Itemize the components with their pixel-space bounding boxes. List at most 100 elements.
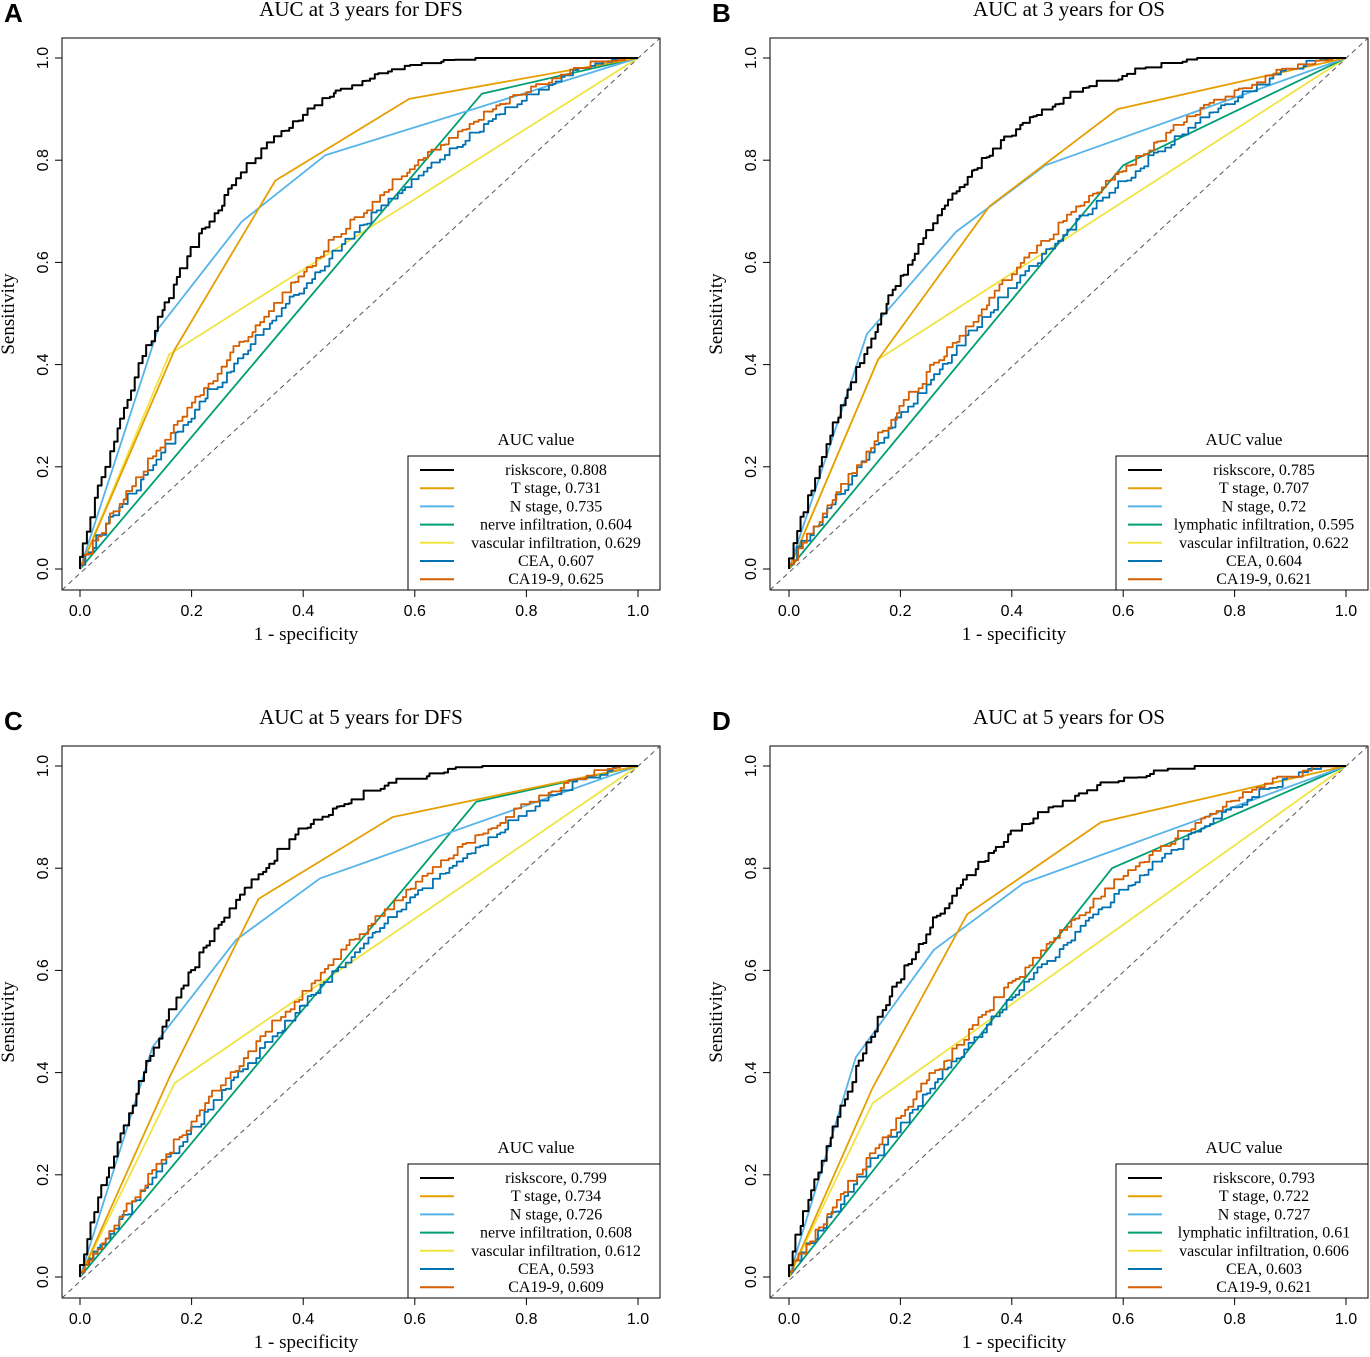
legend-entry: nerve infiltration, 0.608 [480, 1225, 632, 1242]
legend-entry: CA19-9, 0.625 [508, 571, 604, 588]
series-cea [79, 765, 638, 1277]
x-tick-label: 0.2 [889, 603, 911, 620]
series-riskscore [79, 765, 638, 1277]
y-tick-label: 0.8 [35, 149, 52, 171]
y-tick-label: 0.2 [35, 1164, 52, 1186]
chart-title: AUC at 5 years for DFS [259, 705, 463, 729]
x-tick-label: 0.8 [515, 1311, 537, 1328]
x-tick-label: 0.6 [1112, 603, 1134, 620]
legend-box [407, 455, 661, 591]
legend-entry: CA19-9, 0.621 [1216, 1279, 1312, 1296]
series-riskscore [79, 57, 638, 569]
y-tick-label: 0.0 [35, 558, 52, 580]
y-tick-label: 0.4 [743, 353, 760, 375]
x-tick-label: 0.4 [1001, 1311, 1023, 1328]
y-tick-label: 0.0 [35, 1266, 52, 1288]
series-riskscore [788, 765, 1346, 1277]
y-tick-label: 1.0 [35, 47, 52, 69]
series-nerve-infiltration [79, 57, 639, 570]
series-ca19-9 [788, 57, 1347, 569]
x-tick-label: 0.8 [515, 603, 537, 620]
series-t-stage [79, 765, 639, 1278]
plot-frame [61, 745, 661, 1299]
legend-entry: vascular infiltration, 0.622 [1179, 535, 1349, 552]
y-tick-label: 0.2 [743, 456, 760, 478]
panel-letter: C [4, 706, 23, 736]
y-axis-label: Sensitivity [0, 273, 19, 355]
y-tick-label: 0.4 [35, 1061, 52, 1083]
x-tick-label: 0.0 [69, 1311, 91, 1328]
x-tick-label: 1.0 [1335, 1311, 1357, 1328]
y-tick-label: 1.0 [743, 47, 760, 69]
legend-entry: CA19-9, 0.621 [1216, 571, 1312, 588]
legend-entry: riskscore, 0.785 [1213, 462, 1315, 479]
legend-entry: N stage, 0.726 [510, 1206, 602, 1223]
series-group [788, 57, 1347, 570]
panel-letter: B [712, 0, 731, 28]
legend-entry: riskscore, 0.808 [505, 462, 607, 479]
y-tick-label: 0.4 [743, 1061, 760, 1083]
legend-title: AUC value [498, 1138, 575, 1157]
x-axis-label: 1 - specificity [254, 624, 359, 645]
y-tick-label: 1.0 [743, 755, 760, 777]
legend-entry: lymphatic infiltration, 0.61 [1178, 1225, 1350, 1242]
panel-letter: D [712, 706, 731, 736]
plot-frame [61, 37, 661, 591]
panel-a: A AUC at 3 years for DFS 0.0 0.2 0.4 0.6 0.8 1.… [0, 0, 661, 645]
y-tick-label: 0.6 [35, 251, 52, 273]
y-axis-label: Sensitivity [0, 981, 19, 1063]
y-axis-label: Sensitivity [706, 273, 727, 355]
legend-entry: vascular infiltration, 0.612 [471, 1243, 641, 1260]
x-tick-label: 0.6 [404, 1311, 426, 1328]
reference-diagonal [769, 37, 1369, 591]
series-cea [788, 57, 1346, 569]
y-axis-label: Sensitivity [706, 981, 727, 1063]
y-tick-label: 0.0 [743, 1266, 760, 1288]
legend-entry: vascular infiltration, 0.629 [471, 535, 641, 552]
x-tick-label: 0.4 [292, 603, 314, 620]
reference-diagonal [61, 745, 661, 1299]
series-group [788, 765, 1347, 1278]
x-tick-label: 0.8 [1223, 1311, 1245, 1328]
plot-frame [769, 745, 1369, 1299]
panel-d: D AUC at 5 years for OS 0.0 0.2 0.4 0.6 0.8 1.0… [706, 705, 1369, 1353]
legend-entry: N stage, 0.727 [1218, 1206, 1310, 1223]
panel-b: B AUC at 3 years for OS 0.0 0.2 0.4 0.6 0.8 1.0… [706, 0, 1369, 645]
series-vascular-infiltration [79, 765, 639, 1278]
legend-entry: T stage, 0.731 [511, 480, 601, 497]
legend-entry: CEA, 0.604 [1226, 553, 1302, 570]
x-tick-label: 0.4 [292, 1311, 314, 1328]
series-group [79, 57, 639, 570]
chart-title: AUC at 5 years for OS [973, 705, 1165, 729]
chart-title: AUC at 3 years for OS [973, 0, 1165, 21]
x-tick-label: 0.2 [889, 1311, 911, 1328]
series-riskscore [788, 57, 1346, 569]
y-tick-label: 0.2 [743, 1164, 760, 1186]
legend-box [407, 1163, 661, 1299]
x-tick-label: 1.0 [627, 603, 649, 620]
legend-entry: nerve infiltration, 0.604 [480, 517, 632, 534]
series-cea [79, 57, 639, 569]
y-tick-label: 1.0 [35, 755, 52, 777]
legend-entry: T stage, 0.722 [1219, 1188, 1309, 1205]
y-tick-label: 0.2 [35, 456, 52, 478]
series-cea [788, 765, 1346, 1277]
legend-entry: lymphatic infiltration, 0.595 [1174, 517, 1354, 534]
series-ca19-9 [788, 765, 1346, 1277]
y-tick-label: 0.6 [743, 959, 760, 981]
y-tick-label: 0.8 [35, 857, 52, 879]
y-tick-label: 0.8 [743, 857, 760, 879]
series-ca19-9 [79, 765, 639, 1277]
y-tick-label: 0.4 [35, 353, 52, 375]
legend-title: AUC value [1206, 1138, 1283, 1157]
reference-diagonal [769, 745, 1369, 1299]
legend-box [1115, 1163, 1369, 1299]
legend-entry: CEA, 0.603 [1226, 1261, 1302, 1278]
x-tick-label: 0.0 [778, 603, 800, 620]
legend-title: AUC value [498, 430, 575, 449]
x-tick-label: 0.2 [180, 1311, 202, 1328]
